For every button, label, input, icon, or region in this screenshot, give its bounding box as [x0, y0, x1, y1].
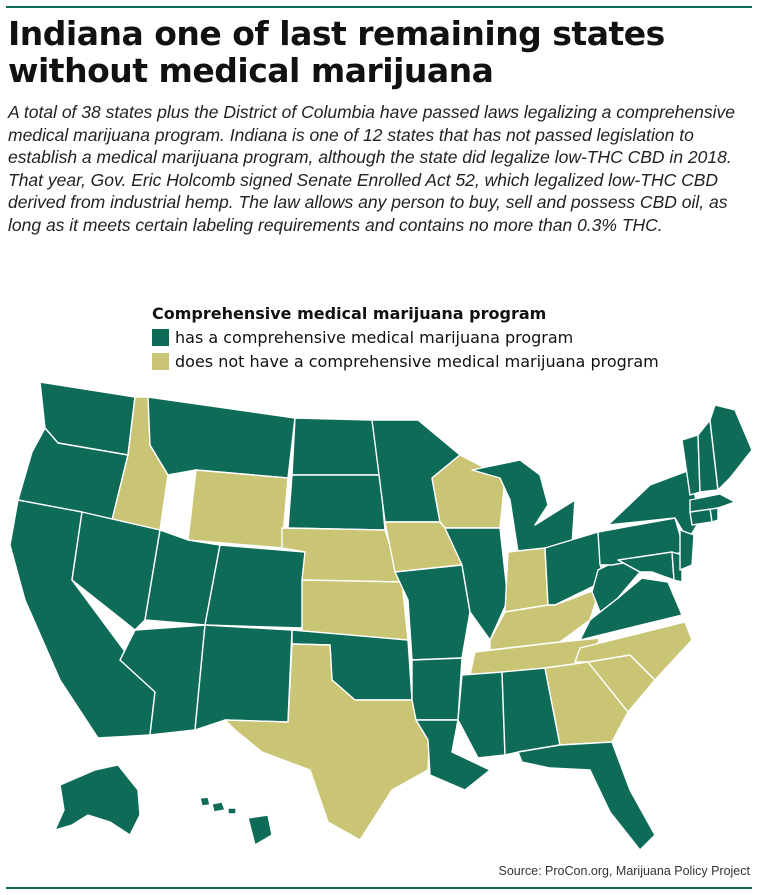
us-map: [9, 381, 753, 851]
state-montana: [147, 396, 296, 479]
state-nevada: [71, 511, 161, 631]
legend-swatch-green: [152, 328, 169, 346]
state-alaska: [54, 764, 141, 836]
state-north-dakota: [291, 417, 381, 476]
legend-swatch-tan: [152, 352, 169, 370]
state-arkansas: [411, 657, 463, 721]
state-colorado: [204, 544, 306, 629]
state-kansas: [301, 579, 409, 641]
state-south-dakota: [287, 474, 386, 531]
legend-item-has-program: has a comprehensive medical marijuana pr…: [152, 325, 659, 349]
state-michigan: [471, 459, 576, 553]
state-new-jersey: [679, 529, 695, 571]
headline-line-2: without medical marijuana: [8, 51, 494, 90]
map-legend: Comprehensive medical marijuana program …: [152, 303, 659, 373]
legend-label-no-program: does not have a comprehensive medical ma…: [175, 351, 659, 371]
state-wyoming: [187, 469, 289, 549]
state-mississippi: [457, 671, 506, 759]
bottom-rule: [6, 887, 752, 889]
state-maine: [709, 404, 753, 491]
headline-line-1: Indiana one of last remaining states: [8, 14, 665, 53]
legend-label-has-program: has a comprehensive medical marijuana pr…: [175, 327, 574, 347]
state-hawaii: [199, 796, 273, 846]
state-indiana: [504, 547, 549, 613]
state-florida: [517, 741, 656, 851]
state-north-carolina: [574, 621, 693, 681]
state-ohio: [544, 531, 603, 606]
state-new-mexico: [194, 624, 293, 731]
state-georgia: [544, 661, 629, 746]
top-rule: [6, 6, 752, 8]
headline: Indiana one of last remaining states wit…: [8, 15, 748, 89]
state-texas: [224, 643, 431, 841]
state-louisiana: [415, 719, 491, 791]
legend-title: Comprehensive medical marijuana program: [152, 304, 547, 323]
state-rhode-island: [709, 507, 719, 523]
deck-text: A total of 38 states plus the District o…: [8, 102, 735, 235]
state-maryland: [617, 551, 675, 581]
state-massachusetts: [689, 493, 736, 513]
source-credit: Source: ProCon.org, Marijuana Policy Pro…: [498, 864, 750, 878]
legend-item-no-program: does not have a comprehensive medical ma…: [152, 349, 659, 373]
